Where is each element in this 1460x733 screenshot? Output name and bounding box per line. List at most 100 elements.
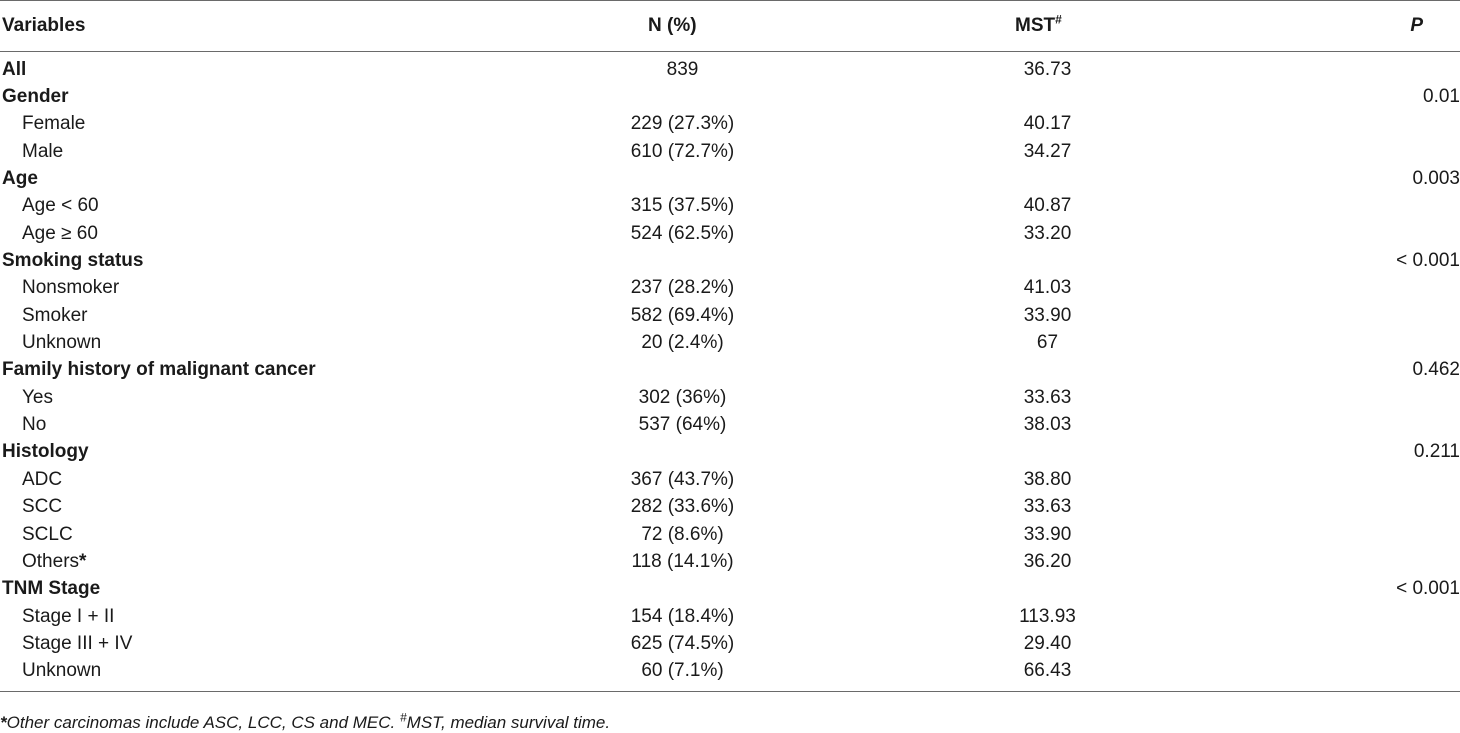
variable-label-text: All [2, 58, 27, 80]
group-label: Age [0, 165, 520, 192]
table-row: ADC 367 (43.7%) 38.80 [0, 466, 1460, 493]
category-label: Unknown [0, 657, 520, 692]
variable-label-text: Unknown [22, 660, 102, 682]
table-row: SCLC 72 (8.6%) 33.90 [0, 521, 1460, 548]
p-value [1250, 220, 1460, 247]
table-row: Age ≥ 60 524 (62.5%) 33.20 [0, 220, 1460, 247]
p-value: 0.01 [1423, 86, 1460, 108]
mst-value [845, 439, 1250, 466]
mst-value: 66.43 [845, 657, 1250, 692]
p-value [1250, 52, 1460, 84]
category-label: SCLC [0, 521, 520, 548]
variable-label-text: ADC [22, 468, 63, 490]
variable-label-text: Age < 60 [22, 195, 99, 217]
p-value [1250, 411, 1460, 438]
header-variables: Variables [0, 0, 520, 52]
footnote-marker: * [79, 550, 87, 572]
variable-label-text: Unknown [22, 332, 102, 354]
table-row: Unknown 60 (7.1%) 66.43 [0, 657, 1460, 692]
variable-label-text: Histology [2, 441, 89, 463]
footnote-mark-hash: # [399, 710, 407, 725]
n-value: 524 (62.5%) [630, 222, 735, 244]
footnote-mark-star: * [0, 713, 7, 732]
p-value [1250, 275, 1460, 302]
variable-label-text: Gender [2, 86, 69, 108]
category-label: Others* [0, 548, 520, 575]
n-value [520, 247, 845, 274]
group-label: All [0, 52, 520, 84]
category-label: No [0, 411, 520, 438]
mst-value: 67 [1036, 332, 1059, 354]
n-value: 20 (2.4%) [641, 332, 724, 354]
category-label: Nonsmoker [0, 275, 520, 302]
category-label: Male [0, 138, 520, 165]
mst-value: 40.17 [1023, 113, 1072, 135]
p-value [1250, 329, 1460, 356]
variable-label-text: No [22, 414, 47, 436]
header-row: Variables N (%) MST# P [0, 0, 1460, 52]
variable-label-text: Smoker [22, 304, 88, 326]
p-value [1250, 657, 1460, 692]
table-row: Others* 118 (14.1%) 36.20 [0, 548, 1460, 575]
footnote-text-mst: MST, median survival time. [406, 713, 611, 732]
category-label: Unknown [0, 329, 520, 356]
category-label: Age ≥ 60 [0, 220, 520, 247]
variable-label-text: Nonsmoker [22, 277, 120, 299]
variable-label-text: Family history of malignant cancer [2, 359, 316, 381]
table-row: Gender 0.01 [0, 83, 1460, 110]
mst-value: 33.20 [1023, 222, 1072, 244]
n-value [520, 165, 845, 192]
mst-value: 33.63 [1023, 386, 1072, 408]
table-row: Family history of malignant cancer 0.462 [0, 357, 1460, 384]
n-value: 367 (43.7%) [630, 468, 735, 490]
group-label: Family history of malignant cancer [0, 357, 520, 384]
table-row: Unknown 20 (2.4%) 67 [0, 329, 1460, 356]
mst-value: 34.27 [1023, 140, 1072, 162]
n-value [520, 83, 845, 110]
table-row: Stage III + IV 625 (74.5%) 29.40 [0, 630, 1460, 657]
n-value: 237 (28.2%) [630, 277, 735, 299]
mst-value: 33.90 [1023, 523, 1072, 545]
n-value [520, 576, 845, 603]
variable-label-text: Stage I + II [22, 605, 115, 627]
mst-value: 38.03 [1023, 414, 1072, 436]
p-value [1250, 384, 1460, 411]
mst-value: 33.63 [1023, 496, 1072, 518]
table-row: SCC 282 (33.6%) 33.63 [0, 494, 1460, 521]
table-row: Nonsmoker 237 (28.2%) 41.03 [0, 275, 1460, 302]
survival-table: Variables N (%) MST# P All 839 36.73 Gender… [0, 0, 1460, 692]
n-value: 315 (37.5%) [630, 195, 735, 217]
table-row: No 537 (64%) 38.03 [0, 411, 1460, 438]
mst-value [845, 247, 1250, 274]
category-label: Stage I + II [0, 603, 520, 630]
n-value: 229 (27.3%) [630, 113, 735, 135]
category-label: Smoker [0, 302, 520, 329]
category-label: Yes [0, 384, 520, 411]
footnote: *Other carcinomas include ASC, LCC, CS a… [0, 710, 611, 733]
p-value [1250, 302, 1460, 329]
group-label: TNM Stage [0, 576, 520, 603]
n-value: 537 (64%) [638, 414, 727, 436]
group-label: Histology [0, 439, 520, 466]
p-value: 0.462 [1412, 359, 1460, 381]
variable-label-text: Age ≥ 60 [22, 222, 98, 244]
table-row: Stage I + II 154 (18.4%) 113.93 [0, 603, 1460, 630]
table-row: Smoking status < 0.001 [0, 247, 1460, 274]
variable-label-text: Stage III + IV [22, 632, 133, 654]
mst-value: 41.03 [1023, 277, 1072, 299]
header-p: P [1250, 0, 1460, 52]
mst-value [845, 83, 1250, 110]
table-row: Age 0.003 [0, 165, 1460, 192]
mst-value: 29.40 [1023, 632, 1072, 654]
p-value [1250, 494, 1460, 521]
table-row: Female 229 (27.3%) 40.17 [0, 111, 1460, 138]
table-row: Histology 0.211 [0, 439, 1460, 466]
variable-label-text: Age [2, 168, 38, 190]
footnote-text-others: Other carcinomas include ASC, LCC, CS an… [6, 713, 400, 732]
category-label: SCC [0, 494, 520, 521]
header-mst-mark: # [1055, 12, 1062, 27]
n-value: 302 (36%) [638, 386, 727, 408]
n-value: 72 (8.6%) [641, 523, 724, 545]
n-value: 582 (69.4%) [630, 304, 735, 326]
p-value: < 0.001 [1396, 578, 1460, 600]
